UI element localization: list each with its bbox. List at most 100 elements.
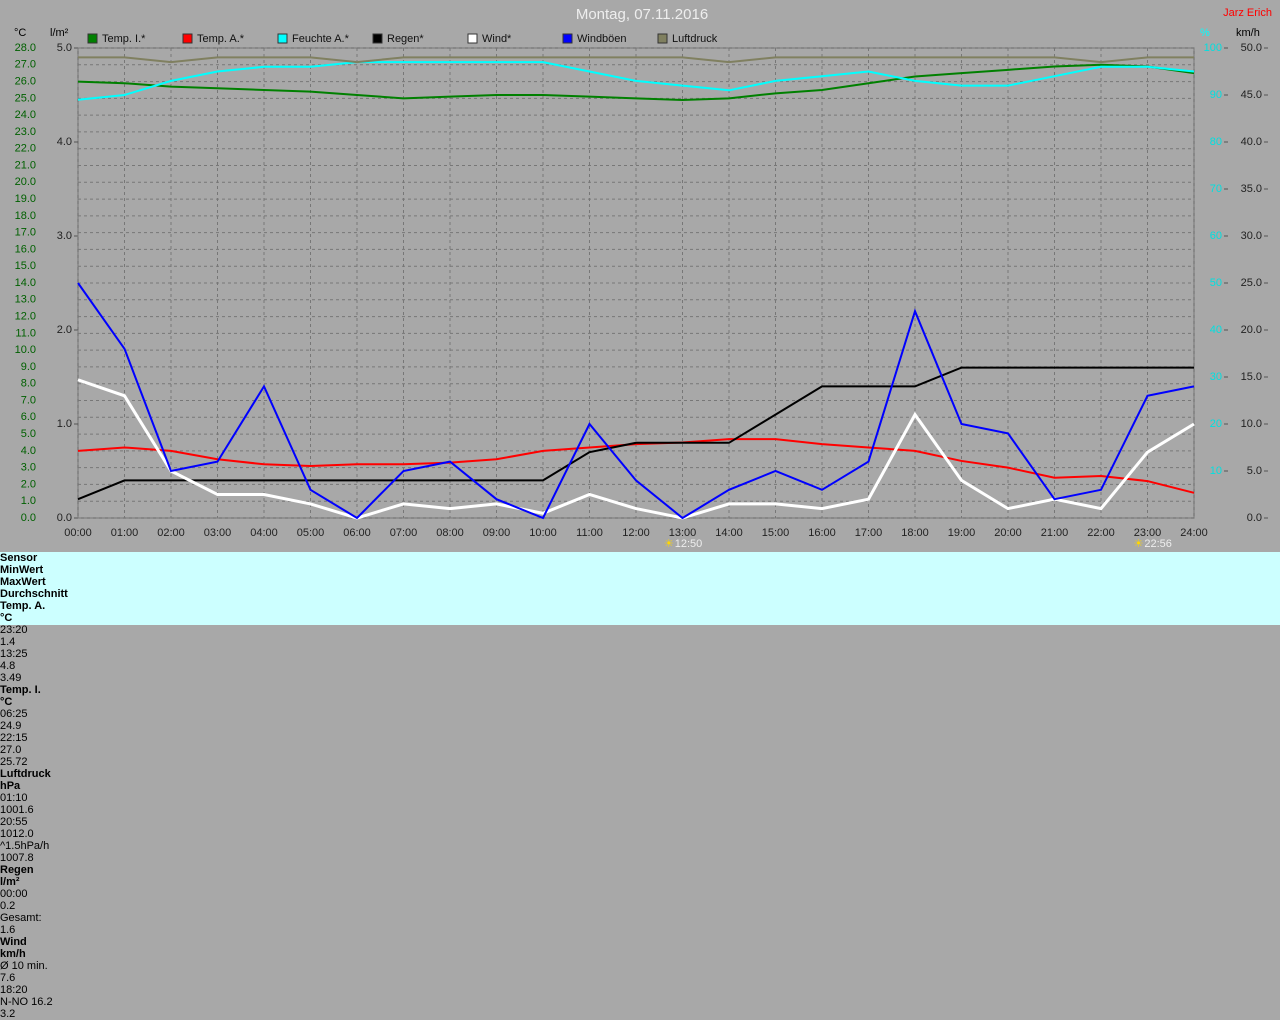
table-column: Sensor MinWert MaxWert Durchschnitt <box>0 552 88 600</box>
row-value: 1001.6 <box>0 804 34 816</box>
series-line <box>77 438 1195 494</box>
y2-tick-label: 25.0 <box>1241 277 1262 289</box>
annotation: 12:50 <box>675 538 703 550</box>
chart-title: Montag, 07.11.2016 <box>576 6 708 23</box>
column-unit: l/m² <box>0 876 20 888</box>
stats-table: Sensor MinWert MaxWert Durchschnitt Temp. A.… <box>0 552 1280 1020</box>
series-line <box>78 56 1194 64</box>
y-tick-label: 15.0 <box>15 260 36 272</box>
legend-swatch <box>182 33 193 44</box>
series-line <box>77 282 1195 520</box>
y-tick-label: 10.0 <box>15 344 36 356</box>
y3-tick-label: 4.0 <box>57 136 72 148</box>
x-tick-label: 02:00 <box>157 527 185 539</box>
y2-tick-label: 20.0 <box>1241 324 1262 336</box>
row-value: N-NO 16.2 <box>0 996 53 1008</box>
x-tick-label: 15:00 <box>762 527 790 539</box>
y-tick-label: 25.0 <box>15 92 36 104</box>
y-tick-label: 23.0 <box>15 126 36 138</box>
x-tick-label: 05:00 <box>297 527 325 539</box>
row-value: 0.2 <box>0 900 16 912</box>
column-title: Sensor <box>0 552 38 564</box>
y2-tick-label: 15.0 <box>1241 371 1262 383</box>
row-time: 22:15 <box>0 732 28 744</box>
y3-tick-label: 2.0 <box>57 324 72 336</box>
x-tick-label: 20:00 <box>994 527 1022 539</box>
x-tick-label: 19:00 <box>948 527 976 539</box>
column-title: Regen <box>0 864 34 876</box>
x-tick-label: 06:00 <box>343 527 371 539</box>
row-time: 23:20 <box>0 624 28 636</box>
y3-tick-label: 5.0 <box>57 42 72 54</box>
column-unit: °C <box>0 612 13 624</box>
legend-swatch <box>277 33 288 44</box>
y4-tick-label: 60 <box>1210 230 1222 242</box>
row-time: Ø 10 min. <box>0 960 48 972</box>
y3-unit: l/m² <box>50 27 69 39</box>
y4-tick-label: 40 <box>1210 324 1222 336</box>
legend-swatch <box>657 33 668 44</box>
x-tick-label: 24:00 <box>1180 527 1208 539</box>
x-tick-label: 07:00 <box>390 527 418 539</box>
y-tick-label: 22.0 <box>15 143 36 155</box>
y4-tick-label: 10 <box>1210 465 1222 477</box>
y2-tick-label: 40.0 <box>1241 136 1262 148</box>
column-title: Luftdruck <box>0 768 51 780</box>
series-line <box>77 63 1195 102</box>
y-tick-label: 9.0 <box>21 361 36 373</box>
row-value: 1007.8 <box>0 852 34 864</box>
x-tick-label: 08:00 <box>436 527 464 539</box>
row-label: MinWert <box>0 564 44 576</box>
column-unit: hPa <box>0 780 21 792</box>
column-unit: °C <box>0 696 13 708</box>
x-tick-label: 09:00 <box>483 527 511 539</box>
series-line <box>77 61 1195 101</box>
y-tick-label: 6.0 <box>21 411 36 423</box>
row-label: Durchschnitt <box>0 588 68 600</box>
legend-label: Temp. A.* <box>197 33 245 45</box>
y-tick-label: 28.0 <box>15 42 36 54</box>
y-tick-label: 27.0 <box>15 59 36 71</box>
y-tick-label: 0.0 <box>21 512 36 524</box>
row-time: 00:00 <box>0 888 28 900</box>
row-value: 1.6 <box>0 924 16 936</box>
y-tick-label: 1.0 <box>21 495 36 507</box>
row-value: 24.9 <box>0 720 22 732</box>
column-title: Temp. I. <box>0 684 41 696</box>
row-value: 1.4 <box>0 636 16 648</box>
y-tick-label: 2.0 <box>21 478 36 490</box>
x-tick-label: 12:00 <box>622 527 650 539</box>
y2-tick-label: 45.0 <box>1241 89 1262 101</box>
row-time: 18:20 <box>0 984 28 996</box>
legend-swatch <box>562 33 573 44</box>
x-tick-label: 01:00 <box>111 527 139 539</box>
y4-tick-label: 100 <box>1204 42 1222 54</box>
y-tick-label: 24.0 <box>15 109 36 121</box>
y3-tick-label: 1.0 <box>57 418 72 430</box>
row-time: 01:10 <box>0 792 28 804</box>
y-tick-label: 5.0 <box>21 428 36 440</box>
legend-label: Luftdruck <box>672 33 718 45</box>
y-tick-label: 17.0 <box>15 227 36 239</box>
series-line <box>77 378 1195 520</box>
column-unit: km/h <box>0 948 26 960</box>
y4-tick-label: 80 <box>1210 136 1222 148</box>
row-label: MaxWert <box>0 576 46 588</box>
row-value: 3.49 <box>0 672 22 684</box>
y-tick-label: 18.0 <box>15 210 36 222</box>
row-time: ^1.5hPa/h <box>0 840 50 852</box>
legend-label: Wind* <box>482 33 512 45</box>
legend-label: Feuchte A.* <box>292 33 350 45</box>
y-tick-label: 7.0 <box>21 394 36 406</box>
row-value: 1012.0 <box>0 828 34 840</box>
x-tick-label: 17:00 <box>855 527 883 539</box>
row-value: 27.0 <box>0 744 22 756</box>
x-tick-label: 22:00 <box>1087 527 1115 539</box>
row-time: 13:25 <box>0 648 28 660</box>
y-tick-label: 13.0 <box>15 294 36 306</box>
y2-tick-label: 0.0 <box>1247 512 1262 524</box>
table-column: Regen l/m² 00:00 0.2 Gesamt: 1.6 <box>0 864 117 936</box>
x-tick-label: 16:00 <box>808 527 836 539</box>
x-tick-label: 18:00 <box>901 527 929 539</box>
y4-tick-label: 90 <box>1210 89 1222 101</box>
